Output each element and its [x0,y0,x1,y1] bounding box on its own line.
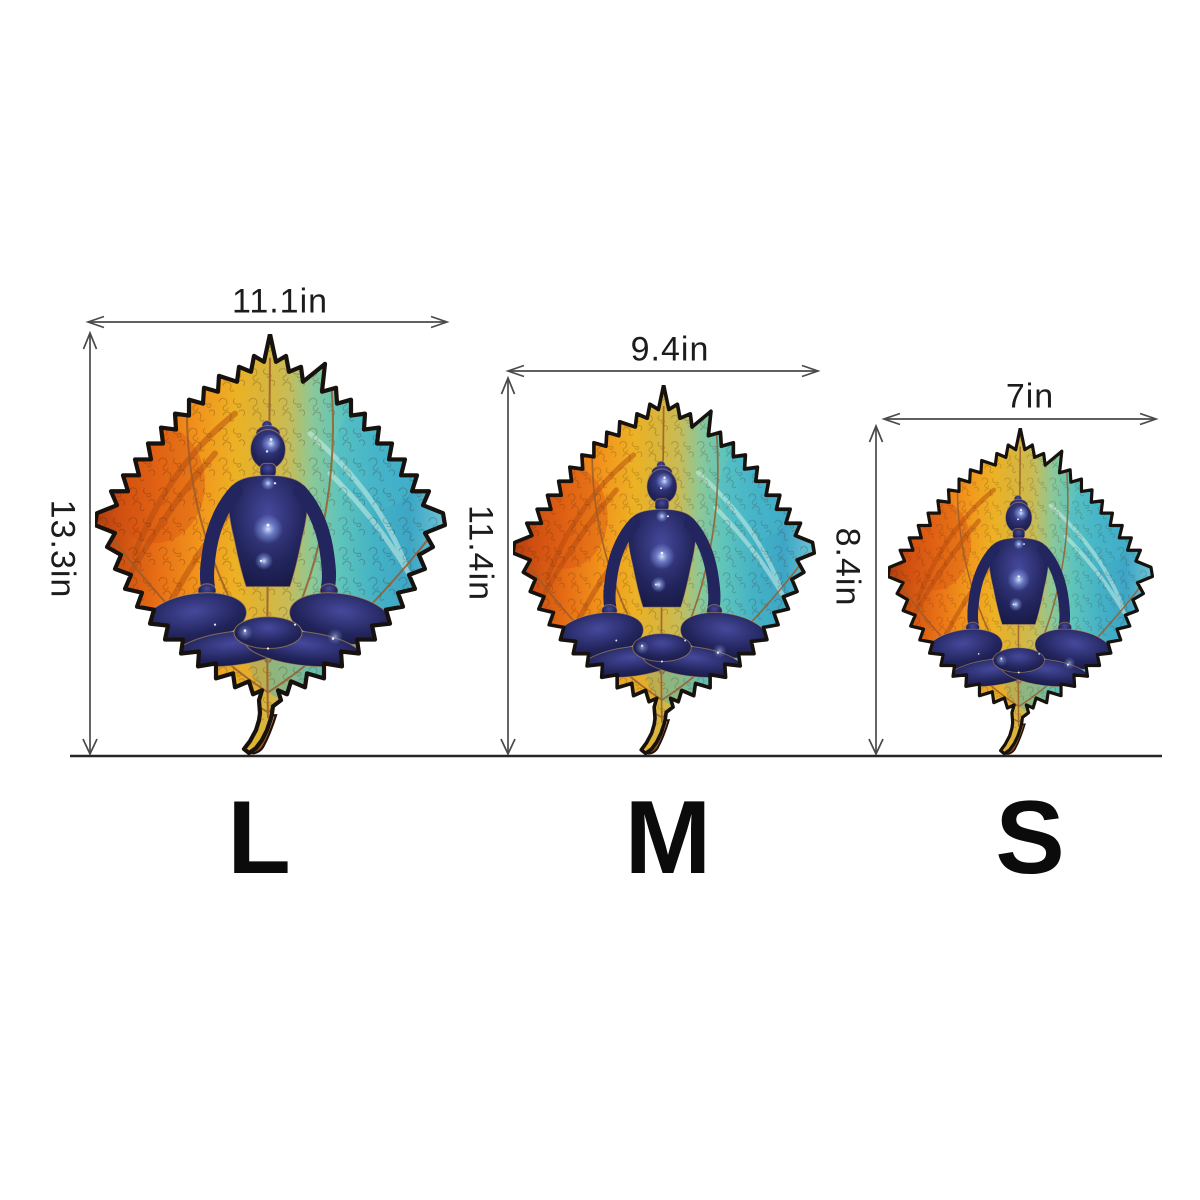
dim-large-width-label: 11.1in [231,282,329,321]
dim-medium-height-arrow [500,375,516,757]
dim-medium-height-label: 11.4in [461,504,500,602]
dim-small-width-label: 7in [1005,377,1055,416]
dim-small-height-arrow [868,423,884,757]
leaf-puzzle-small [888,428,1154,756]
dim-large-height-label: 13.3in [43,499,82,599]
size-label-small: S [995,780,1065,896]
size-label-large: L [227,780,291,896]
dim-large-height-arrow [82,330,98,757]
dim-medium-width-label: 9.4in [630,330,710,369]
leaf-puzzle-medium [513,385,816,756]
dim-small-height-label: 8.4in [828,527,867,607]
size-label-medium: M [624,780,712,896]
leaf-puzzle-large [95,334,447,756]
dim-small-width-arrow [881,412,1159,426]
dim-large-width-arrow [85,315,450,329]
dim-medium-width-arrow [505,364,821,378]
